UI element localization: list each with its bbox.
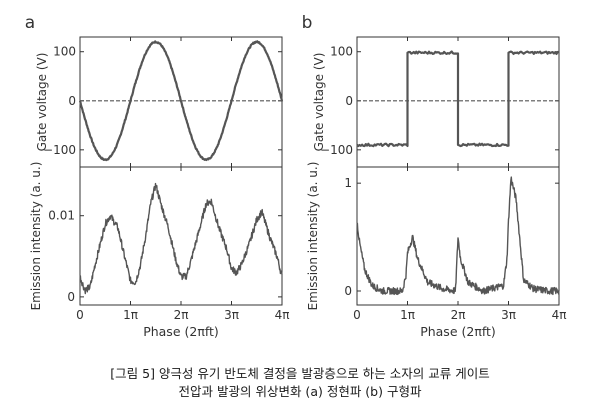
x-tick-label-a-1: 1π [123, 308, 138, 322]
top-y-tick-label-b-0: 100 [330, 45, 353, 59]
x-tick-label-a-4: 4π [275, 308, 290, 322]
panel-label-a: a [25, 13, 35, 33]
top-y-tick-label-a-1: 0 [68, 94, 76, 108]
figure-caption-line2: 전압과 발광의 위상변화 (a) 정현파 (b) 구형파 [178, 384, 422, 399]
top-y-tick-label-b-2: −100 [320, 143, 353, 157]
emission-trace-a [79, 182, 283, 295]
x-tick-label-a-0: 0 [76, 308, 84, 322]
bottom-y-tick-label-a-1: 0 [67, 290, 75, 304]
top-y-tick-label-a-0: 100 [53, 45, 76, 59]
x-tick-label-b-1: 1π [400, 308, 415, 322]
top-y-axis-title-a: Gate voltage (V) [35, 53, 49, 152]
x-tick-label-b-4: 4π [552, 308, 567, 322]
top-y-axis-title-b: Gate voltage (V) [312, 53, 326, 152]
bottom-y-tick-label-a-0: 0.01 [48, 209, 75, 223]
top-y-tick-label-b-1: 0 [345, 94, 353, 108]
x-axis-title-a: Phase (2πft) [143, 324, 219, 339]
panel-label-b: b [302, 13, 313, 33]
emission-trace-b [356, 176, 560, 296]
x-tick-label-b-2: 2π [451, 308, 466, 322]
bottom-y-tick-label-b-0: 1 [344, 176, 352, 190]
x-tick-label-a-3: 3π [224, 308, 239, 322]
x-tick-label-a-2: 2π [174, 308, 189, 322]
x-axis-title-b: Phase (2πft) [420, 324, 496, 339]
bottom-y-axis-title-a: Emission intensity (a. u.) [29, 162, 43, 311]
bottom-y-tick-label-b-1: 0 [344, 284, 352, 298]
top-y-tick-label-a-2: −100 [43, 143, 76, 157]
gate-voltage-trace-b [356, 50, 560, 148]
gate-voltage-trace-a [78, 40, 284, 162]
bottom-y-axis-title-b: Emission intensity (a. u.) [306, 162, 320, 311]
figure-caption-line1: [그림 5] 양극성 유기 반도체 결정을 발광층으로 하는 소자의 교류 게이… [110, 366, 490, 381]
x-tick-label-b-0: 0 [353, 308, 361, 322]
x-tick-label-b-3: 3π [501, 308, 516, 322]
